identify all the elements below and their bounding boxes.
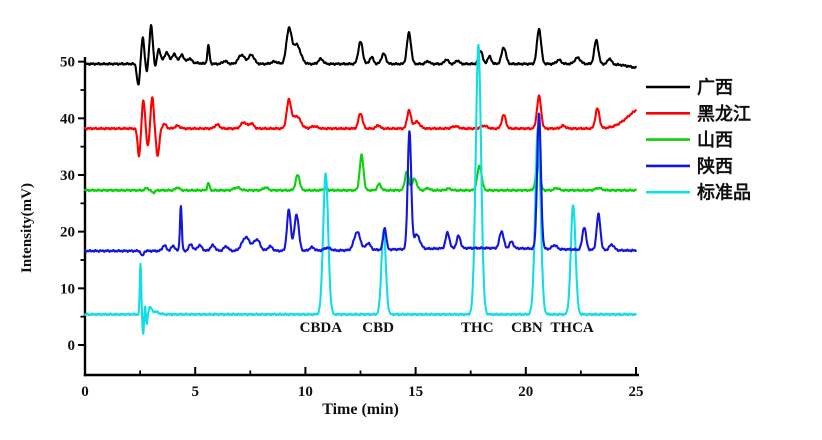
- x-tick-label: 15: [408, 384, 423, 400]
- legend-label-standard: 标准品: [696, 182, 751, 203]
- peak-label-THC: THC: [461, 320, 494, 336]
- legend-item-shanxi: 山西: [646, 130, 733, 150]
- y-tick-label: 30: [60, 168, 75, 184]
- trace-guangxi: [83, 24, 637, 86]
- x-tick-label: 25: [629, 384, 644, 400]
- peak-label-CBN: CBN: [511, 320, 543, 336]
- x-axis-title: Time (min): [322, 401, 399, 418]
- x-tick-label: 10: [298, 384, 313, 400]
- legend-label-shaanxi: 陕西: [697, 155, 733, 176]
- legend-item-guangxi: 广西: [646, 77, 733, 98]
- legend-label-shanxi: 山西: [697, 130, 733, 150]
- y-tick-label: 20: [60, 225, 75, 241]
- y-tick-label: 40: [60, 111, 75, 127]
- y-axis-title: Intensity(mV): [19, 183, 35, 273]
- legend-label-guangxi: 广西: [697, 77, 733, 98]
- legend-label-heilongjiang: 黑龙江: [697, 103, 751, 124]
- peak-label-CBD: CBD: [362, 320, 394, 336]
- y-tick-label: 10: [60, 281, 75, 297]
- trace-shanxi: [83, 153, 637, 195]
- trace-shaanxi: [83, 112, 637, 257]
- x-tick-label: 5: [191, 384, 199, 400]
- legend-item-standard: 标准品: [646, 182, 751, 203]
- y-tick-label: 50: [60, 55, 75, 71]
- trace-standard: [83, 43, 637, 335]
- y-tick-label: 0: [68, 338, 76, 354]
- legend-item-shaanxi: 陕西: [646, 155, 733, 176]
- x-tick-label: 0: [81, 384, 89, 400]
- legend-item-heilongjiang: 黑龙江: [646, 103, 751, 124]
- peak-label-CBDA: CBDA: [300, 320, 343, 336]
- trace-heilongjiang: [83, 94, 637, 158]
- peak-label-THCA: THCA: [550, 320, 594, 336]
- x-tick-label: 20: [518, 384, 533, 400]
